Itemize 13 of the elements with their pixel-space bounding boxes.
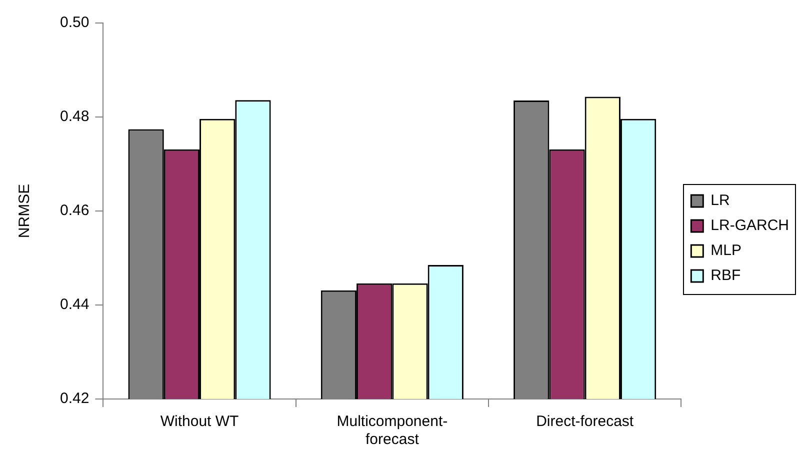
- x-tick-label: Without WT: [160, 413, 239, 430]
- y-tick-label: 0.48: [60, 108, 90, 126]
- y-tick-label: 0.50: [60, 14, 90, 32]
- y-tick-label: 0.44: [60, 296, 90, 314]
- legend-label: RBF: [710, 267, 741, 284]
- y-axis-title: NRMSE: [16, 184, 34, 238]
- legend-label: LR-GARCH: [710, 217, 790, 234]
- y-tick-label: 0.42: [60, 390, 90, 408]
- legend-label: MLP: [710, 242, 742, 260]
- x-tick-label: Multicomponent-forecast: [336, 413, 448, 448]
- x-tick-label: Direct-forecast: [536, 413, 634, 430]
- y-tick-label: 0.46: [60, 202, 90, 220]
- legend-label: LR: [710, 192, 730, 210]
